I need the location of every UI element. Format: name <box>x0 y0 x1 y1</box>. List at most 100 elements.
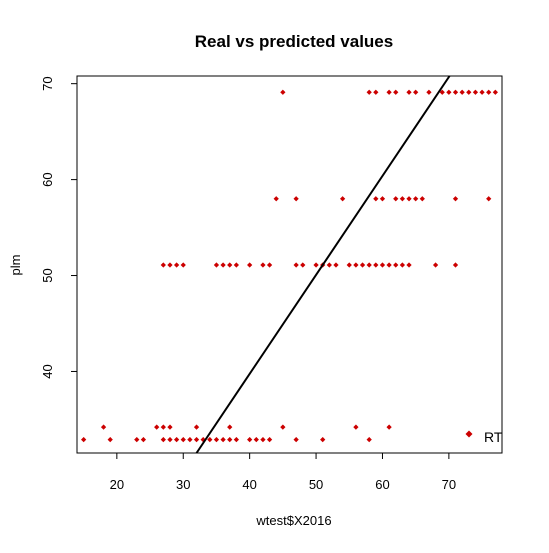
data-point-25 <box>266 436 273 443</box>
data-point-32 <box>160 262 166 268</box>
data-point-31 <box>386 424 392 430</box>
reference-line <box>195 75 451 454</box>
data-point-23 <box>253 436 259 443</box>
data-point-54 <box>379 262 386 268</box>
data-point-47 <box>326 262 332 268</box>
data-point-14 <box>193 436 200 443</box>
data-points <box>81 89 498 443</box>
data-point-19 <box>227 424 233 430</box>
data-point-73 <box>280 89 286 95</box>
y-tick-label-60: 60 <box>40 172 55 186</box>
data-point-34 <box>173 262 180 268</box>
data-point-52 <box>366 262 372 268</box>
data-point-12 <box>187 436 193 443</box>
data-point-28 <box>320 436 326 443</box>
legend-marker <box>465 430 473 438</box>
data-point-17 <box>213 436 220 443</box>
data-point-86 <box>472 89 479 95</box>
data-point-5 <box>154 424 160 430</box>
data-point-62 <box>293 196 299 202</box>
data-point-2 <box>107 436 113 443</box>
data-point-9 <box>167 436 173 443</box>
data-point-13 <box>193 424 200 430</box>
legend-label-rt: RT <box>484 429 503 445</box>
x-tick-label-50: 50 <box>309 477 323 492</box>
data-point-77 <box>393 89 399 95</box>
data-point-42 <box>266 262 273 268</box>
plot-frame <box>76 75 503 454</box>
data-point-49 <box>346 262 352 268</box>
data-point-89 <box>492 89 498 95</box>
x-tick-label-40: 40 <box>242 477 256 492</box>
data-point-48 <box>333 262 339 268</box>
data-point-75 <box>373 89 379 95</box>
data-point-70 <box>419 196 425 202</box>
x-tick-label-30: 30 <box>176 477 190 492</box>
x-tick-label-60: 60 <box>375 477 389 492</box>
data-point-67 <box>399 196 406 202</box>
data-point-76 <box>386 89 392 95</box>
data-point-40 <box>247 262 253 268</box>
data-point-16 <box>207 436 213 443</box>
data-point-22 <box>247 436 253 443</box>
data-point-18 <box>220 436 226 443</box>
chart-title: Real vs predicted values <box>195 32 393 51</box>
data-point-78 <box>406 89 412 95</box>
y-tick-label-50: 50 <box>40 268 55 282</box>
y-axis-title: plm <box>8 255 23 276</box>
reference-line-group <box>195 75 451 454</box>
data-point-10 <box>173 436 180 443</box>
data-point-69 <box>413 196 419 202</box>
data-point-30 <box>366 436 372 443</box>
data-point-88 <box>486 89 492 95</box>
data-point-53 <box>373 262 379 268</box>
data-point-4 <box>140 436 147 443</box>
data-point-3 <box>134 436 140 443</box>
data-point-8 <box>167 424 173 430</box>
x-tick-label-20: 20 <box>110 477 124 492</box>
y-axis: 40 50 60 70 <box>40 76 77 379</box>
data-point-51 <box>359 262 366 268</box>
data-point-55 <box>386 262 392 268</box>
data-point-27 <box>293 436 299 443</box>
data-point-29 <box>353 424 359 430</box>
data-point-64 <box>373 196 379 202</box>
data-point-38 <box>227 262 233 268</box>
data-point-24 <box>260 436 266 443</box>
data-point-74 <box>366 89 372 95</box>
data-point-61 <box>273 196 279 202</box>
y-tick-label-70: 70 <box>40 76 55 90</box>
data-point-21 <box>233 436 239 443</box>
data-point-81 <box>439 89 445 95</box>
data-point-37 <box>220 262 226 268</box>
data-point-80 <box>426 89 432 95</box>
data-point-63 <box>340 196 346 202</box>
data-point-39 <box>233 262 239 268</box>
y-tick-label-40: 40 <box>40 364 55 378</box>
x-axis: 20 30 40 50 60 70 <box>110 453 456 492</box>
data-point-1 <box>100 424 107 430</box>
data-point-7 <box>160 436 166 443</box>
data-point-6 <box>160 424 166 430</box>
x-axis-title: wtest$X2016 <box>255 513 331 528</box>
data-point-68 <box>406 196 412 202</box>
data-point-79 <box>413 89 419 95</box>
data-point-20 <box>227 436 233 443</box>
data-point-60 <box>452 262 459 268</box>
data-point-56 <box>393 262 399 268</box>
data-point-66 <box>393 196 399 202</box>
data-point-11 <box>180 436 186 443</box>
data-point-43 <box>293 262 299 268</box>
data-point-82 <box>446 89 452 95</box>
data-point-71 <box>452 196 459 202</box>
data-point-0 <box>81 436 87 443</box>
data-point-57 <box>399 262 406 268</box>
data-point-33 <box>167 262 173 268</box>
data-point-45 <box>313 262 319 268</box>
data-point-59 <box>432 262 439 268</box>
data-point-26 <box>280 424 286 430</box>
data-point-50 <box>353 262 359 268</box>
data-point-41 <box>260 262 266 268</box>
data-point-35 <box>180 262 186 268</box>
